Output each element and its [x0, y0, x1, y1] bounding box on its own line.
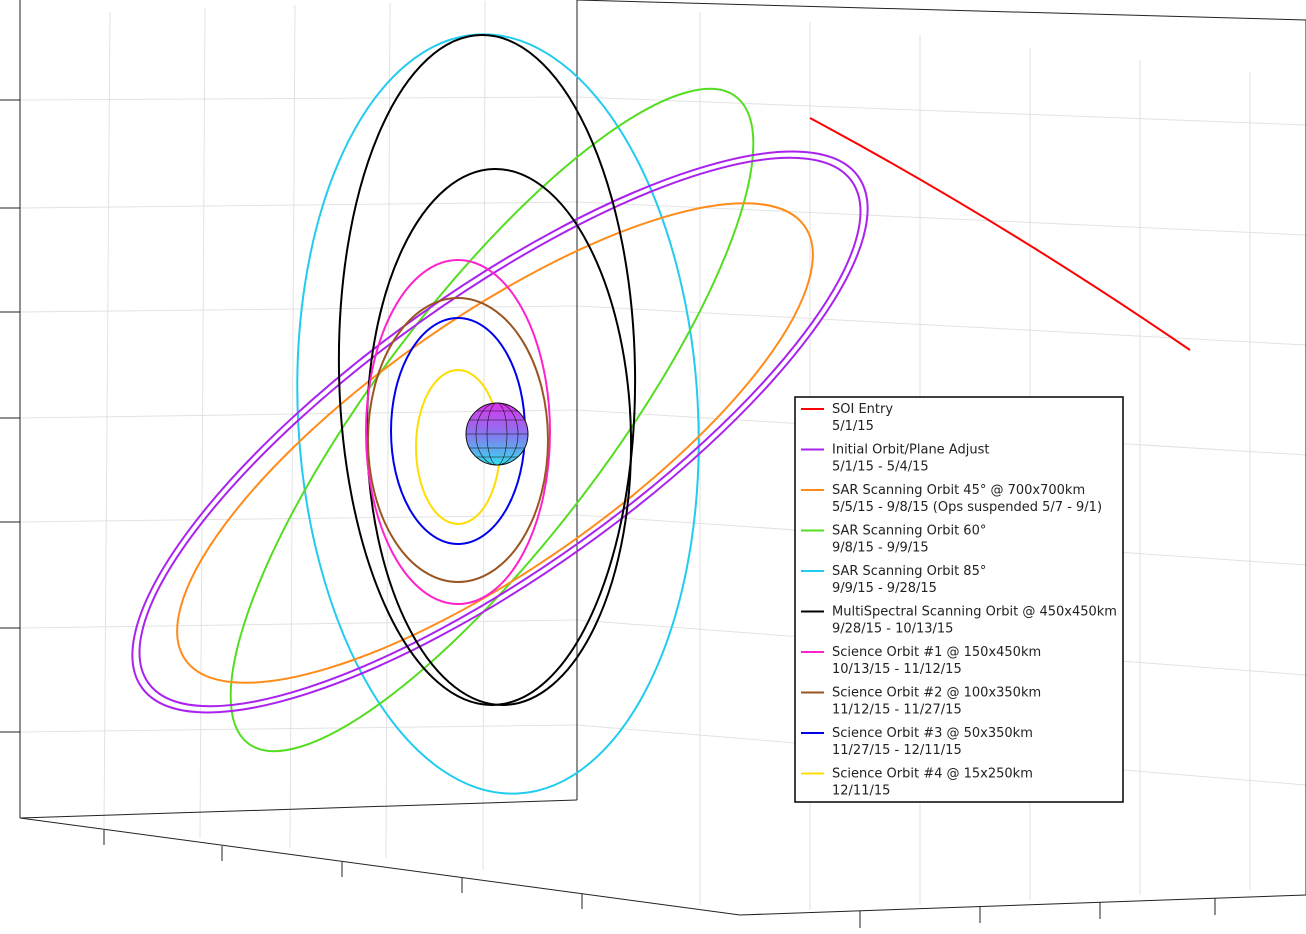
- planet: [465, 402, 529, 466]
- legend-dates: 11/27/15 - 12/11/15: [832, 743, 962, 758]
- legend-label: SAR Scanning Orbit 45° @ 700x700km: [832, 483, 1085, 498]
- orbit: [367, 297, 549, 583]
- legend-label: Science Orbit #1 @ 150x450km: [832, 645, 1041, 660]
- legend-dates: 9/9/15 - 9/28/15: [832, 581, 937, 596]
- trajectory: [809, 117, 1191, 351]
- orbit: [131, 150, 869, 714]
- orbit: [229, 87, 755, 753]
- orbit: [365, 259, 551, 605]
- legend-dates: 9/28/15 - 10/13/15: [832, 622, 953, 637]
- legend-label: Initial Orbit/Plane Adjust: [832, 443, 989, 458]
- legend-label: SOI Entry: [832, 402, 893, 417]
- legend-dates: 9/8/15 - 9/9/15: [832, 541, 929, 556]
- legend-label: Science Orbit #4 @ 15x250km: [832, 767, 1033, 782]
- legend-dates: 12/11/15: [832, 784, 890, 799]
- legend-label: SAR Scanning Orbit 85°: [832, 564, 986, 579]
- legend-dates: 10/13/15 - 11/12/15: [832, 662, 962, 677]
- legend-label: Science Orbit #2 @ 100x350km: [832, 686, 1041, 701]
- orbit: [138, 156, 862, 708]
- legend-dates: 11/12/15 - 11/27/15: [832, 703, 962, 718]
- legend-dates: 5/1/15: [832, 419, 874, 434]
- legend-dates: 5/5/15 - 9/8/15 (Ops suspended 5/7 - 9/1…: [832, 500, 1102, 515]
- orbits: [131, 33, 1191, 795]
- legend: SOI Entry 5/1/15 Initial Orbit/Plane Adjus…: [794, 396, 1124, 803]
- legend-label: MultiSpectral Scanning Orbit @ 450x450km: [832, 605, 1117, 620]
- legend-dates: 5/1/15 - 5/4/15: [832, 460, 929, 475]
- orbit: [176, 202, 814, 684]
- legend-label: SAR Scanning Orbit 60°: [832, 524, 986, 539]
- legend-label: Science Orbit #3 @ 50x350km: [832, 726, 1033, 741]
